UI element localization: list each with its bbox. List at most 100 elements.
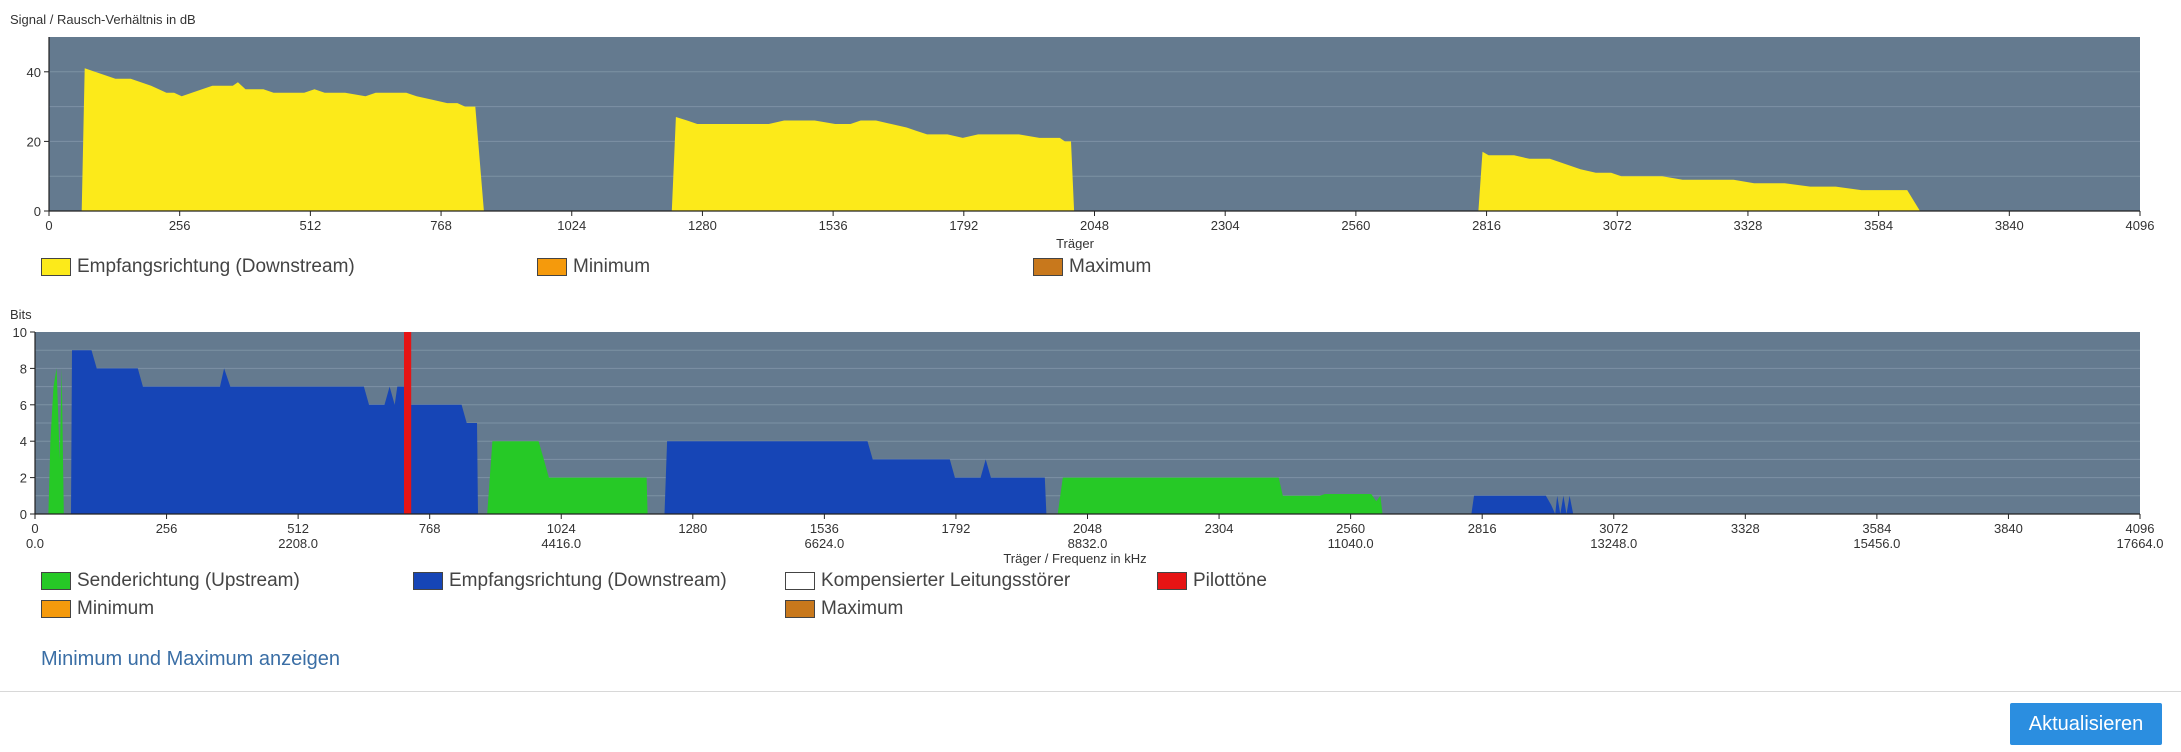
bits-axes: 0 256 512 768 1024 1280 1536 1792 2048 2304 2560 28… bbox=[13, 325, 2164, 551]
series-snr_fill-area-1 bbox=[671, 117, 1075, 211]
series-upstream-area-1 bbox=[487, 441, 648, 514]
refresh-button[interactable]: Aktualisieren bbox=[2010, 703, 2162, 745]
legend-item: Empfangsrichtung (Downstream) bbox=[413, 570, 727, 592]
legend-label: Senderichtung (Upstream) bbox=[77, 570, 300, 591]
freq-tick-label: 11040.0 bbox=[1328, 536, 1374, 551]
legend-swatch bbox=[41, 572, 71, 590]
x-tick-label: 3840 bbox=[1995, 218, 2024, 233]
x-tick-label: 256 bbox=[156, 521, 178, 536]
legend-item: Kompensierter Leitungsstörer bbox=[785, 570, 1070, 592]
x-tick-label: 0 bbox=[31, 521, 38, 536]
show-min-max-link[interactable]: Minimum und Maximum anzeigen bbox=[41, 648, 341, 670]
freq-tick-label: 13248.0 bbox=[1590, 536, 1637, 551]
x-tick-label: 2304 bbox=[1205, 521, 1234, 536]
legend-label: Pilottöne bbox=[1193, 570, 1267, 591]
x-tick-label: 1536 bbox=[819, 218, 848, 233]
y-tick-label: 4 bbox=[20, 434, 27, 449]
x-tick-label: 1024 bbox=[557, 218, 586, 233]
legend-label: Empfangsrichtung (Downstream) bbox=[77, 256, 355, 277]
bits-ylabel: Bits bbox=[10, 307, 32, 322]
legend-item: Empfangsrichtung (Downstream) bbox=[41, 256, 355, 278]
legend-item: Senderichtung (Upstream) bbox=[41, 570, 300, 592]
series-pilot-area-0 bbox=[404, 332, 412, 514]
series-upstream-area-2 bbox=[1057, 477, 1383, 514]
legend-item: Pilottöne bbox=[1157, 570, 1267, 592]
y-tick-label: 0 bbox=[34, 204, 41, 219]
legend-item: Maximum bbox=[785, 598, 903, 620]
divider bbox=[0, 691, 2181, 692]
x-tick-label: 3328 bbox=[1733, 218, 1762, 233]
x-tick-label: 768 bbox=[419, 521, 441, 536]
series-snr_fill-area-2 bbox=[1478, 151, 1920, 211]
snr-series bbox=[81, 68, 1920, 211]
x-tick-label: 2304 bbox=[1211, 218, 1240, 233]
bits-legend: Senderichtung (Upstream) Empfangsrichtung… bbox=[41, 570, 1441, 630]
freq-tick-label: 8832.0 bbox=[1068, 536, 1108, 551]
legend-swatch bbox=[41, 600, 71, 618]
snr-axes: 0 256 512 768 1024 1280 1536 1792 2048 2304 2560 28… bbox=[27, 37, 2155, 233]
series-downstream-area-2 bbox=[664, 441, 1047, 514]
x-tick-label: 768 bbox=[430, 218, 452, 233]
series-upstream-area-0 bbox=[48, 368, 64, 514]
freq-tick-label: 4416.0 bbox=[541, 536, 581, 551]
x-tick-label: 3072 bbox=[1599, 521, 1628, 536]
x-tick-label: 512 bbox=[300, 218, 322, 233]
legend-label: Maximum bbox=[821, 598, 904, 619]
freq-tick-label: 2208.0 bbox=[278, 536, 318, 551]
x-tick-label: 256 bbox=[169, 218, 191, 233]
y-tick-label: 2 bbox=[20, 471, 27, 486]
snr-chart: Signal / Rausch-Verhältnis in dB 0 256 512… bbox=[10, 12, 2155, 250]
x-tick-label: 1792 bbox=[941, 521, 970, 536]
x-tick-label: 1792 bbox=[949, 218, 978, 233]
x-tick-label: 4096 bbox=[2126, 218, 2155, 233]
series-snr_fill-area-0 bbox=[81, 68, 484, 211]
x-tick-label: 1536 bbox=[810, 521, 839, 536]
x-tick-label: 3840 bbox=[1994, 521, 2023, 536]
snr-xlabel: Träger bbox=[1056, 236, 1094, 250]
x-tick-label: 2560 bbox=[1341, 218, 1370, 233]
legend-label: Minimum bbox=[573, 256, 651, 277]
series-downstream-area-1 bbox=[406, 404, 478, 514]
x-tick-label: 3328 bbox=[1731, 521, 1760, 536]
x-tick-label: 1280 bbox=[688, 218, 717, 233]
y-tick-label: 6 bbox=[20, 398, 27, 413]
legend-label: Maximum bbox=[1069, 256, 1152, 277]
x-tick-label: 1280 bbox=[678, 521, 707, 536]
x-tick-label: 3584 bbox=[1864, 218, 1893, 233]
freq-tick-label: 15456.0 bbox=[1853, 536, 1900, 551]
snr-ylabel: Signal / Rausch-Verhältnis in dB bbox=[10, 12, 196, 27]
x-tick-label: 3072 bbox=[1603, 218, 1632, 233]
freq-tick-label: 0.0 bbox=[26, 536, 44, 551]
bits-chart: Bits 0 256 512 768 1024 1280 1536 1792 2048 2304 2… bbox=[10, 307, 2164, 566]
x-tick-label: 3584 bbox=[1862, 521, 1891, 536]
x-tick-label: 2048 bbox=[1073, 521, 1102, 536]
y-tick-label: 8 bbox=[20, 361, 27, 376]
legend-swatch bbox=[1157, 572, 1187, 590]
x-tick-label: 512 bbox=[287, 521, 309, 536]
legend-swatch bbox=[785, 600, 815, 618]
x-tick-label: 1024 bbox=[547, 521, 576, 536]
legend-swatch bbox=[785, 572, 815, 590]
snr-legend: Empfangsrichtung (Downstream) Minimum Maxi… bbox=[41, 256, 1441, 282]
x-tick-label: 2816 bbox=[1472, 218, 1501, 233]
y-tick-label: 10 bbox=[13, 325, 27, 340]
series-downstream-area-3 bbox=[1471, 495, 1574, 514]
bits-xlabel: Träger / Frequenz in kHz bbox=[1003, 551, 1146, 566]
x-tick-label: 0 bbox=[45, 218, 52, 233]
y-tick-label: 20 bbox=[27, 134, 41, 149]
bits-series bbox=[48, 332, 1574, 514]
y-tick-label: 40 bbox=[27, 65, 41, 80]
y-tick-label: 0 bbox=[20, 507, 27, 522]
freq-tick-label: 17664.0 bbox=[2117, 536, 2164, 551]
legend-swatch bbox=[413, 572, 443, 590]
legend-label: Empfangsrichtung (Downstream) bbox=[449, 570, 727, 591]
legend-swatch bbox=[1033, 258, 1063, 276]
x-tick-label: 2816 bbox=[1468, 521, 1497, 536]
x-tick-label: 4096 bbox=[2126, 521, 2155, 536]
legend-item: Minimum bbox=[41, 598, 154, 620]
freq-tick-label: 6624.0 bbox=[804, 536, 844, 551]
legend-swatch bbox=[537, 258, 567, 276]
legend-label: Kompensierter Leitungsstörer bbox=[821, 570, 1071, 591]
legend-label: Minimum bbox=[77, 598, 155, 619]
x-tick-label: 2560 bbox=[1336, 521, 1365, 536]
